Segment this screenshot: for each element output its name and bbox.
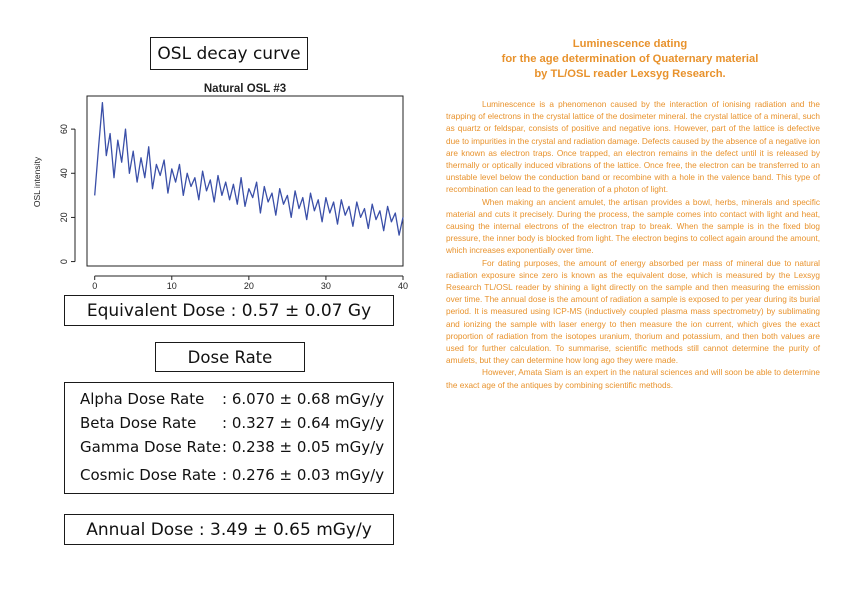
equivalent-dose-text: Equivalent Dose : 0.57 ± 0.07 Gy [86, 300, 372, 321]
osl-decay-chart: Natural OSL #3 OSL intensity 0 10 20 30 40 0 2… [32, 83, 408, 289]
chart-title: Natural OSL #3 [204, 83, 286, 95]
gamma-dose-row: Gamma Dose Rate : 0.238 ± 0.05 mGy/y [65, 438, 393, 462]
y-axis-label: OSL intensity [32, 156, 42, 207]
cosmic-dose-row: Cosmic Dose Rate : 0.276 ± 0.03 mGy/y [65, 466, 393, 490]
alpha-dose-value: : 6.070 ± 0.68 mGy/y [222, 390, 385, 408]
series-line-osl [94, 101, 404, 236]
dose-rates-box: Alpha Dose Rate : 6.070 ± 0.68 mGy/y Bet… [64, 382, 394, 494]
article-paragraph: For dating purposes, the amount of energ… [446, 258, 820, 366]
cosmic-dose-label: Cosmic Dose Rate [80, 466, 217, 484]
dose-rate-title: Dose Rate [155, 342, 305, 372]
article-title-line-1: Luminescence dating [572, 38, 688, 50]
dose-rate-title-text: Dose Rate [187, 347, 273, 367]
article-title-line-3: by TL/OSL reader Lexsyg Research. [534, 68, 726, 80]
article-paragraph: When making an ancient amulet, the artis… [446, 197, 820, 256]
y-tick-label: 60 [59, 124, 69, 134]
article-title-line-2: for the age determination of Quaternary … [501, 53, 759, 65]
beta-dose-row: Beta Dose Rate : 0.327 ± 0.64 mGy/y [65, 414, 393, 438]
decay-curve-title: OSL decay curve [150, 37, 308, 70]
x-tick-label: 40 [398, 281, 408, 289]
cosmic-dose-value: : 0.276 ± 0.03 mGy/y [222, 466, 385, 484]
alpha-dose-label: Alpha Dose Rate [80, 390, 205, 408]
annual-dose-box: Annual Dose : 3.49 ± 0.65 mGy/y [64, 514, 394, 545]
article-body: Luminescence is a phenomenon caused by t… [446, 99, 820, 392]
beta-dose-label: Beta Dose Rate [80, 414, 197, 432]
gamma-dose-value: : 0.238 ± 0.05 mGy/y [222, 438, 385, 456]
alpha-dose-row: Alpha Dose Rate : 6.070 ± 0.68 mGy/y [65, 390, 393, 414]
x-tick-label: 10 [167, 281, 177, 289]
y-tick-label: 20 [59, 212, 69, 222]
x-tick-label: 20 [244, 281, 254, 289]
annual-dose-text: Annual Dose : 3.49 ± 0.65 mGy/y [86, 519, 372, 540]
y-tick-label: 40 [59, 168, 69, 178]
gamma-dose-label: Gamma Dose Rate [80, 438, 221, 456]
decay-curve-title-text: OSL decay curve [157, 43, 301, 64]
equivalent-dose-box: Equivalent Dose : 0.57 ± 0.07 Gy [64, 295, 394, 326]
plot-frame [86, 95, 404, 267]
x-tick-label: 0 [92, 281, 97, 289]
article-paragraph: However, Amata Siam is an expert in the … [446, 368, 820, 390]
x-tick-label: 30 [321, 281, 331, 289]
article-title: Luminescence dating for the age determin… [470, 37, 790, 82]
article-paragraph: Luminescence is a phenomenon caused by t… [446, 100, 820, 195]
y-tick-label: 0 [59, 259, 69, 264]
beta-dose-value: : 0.327 ± 0.64 mGy/y [222, 414, 385, 432]
